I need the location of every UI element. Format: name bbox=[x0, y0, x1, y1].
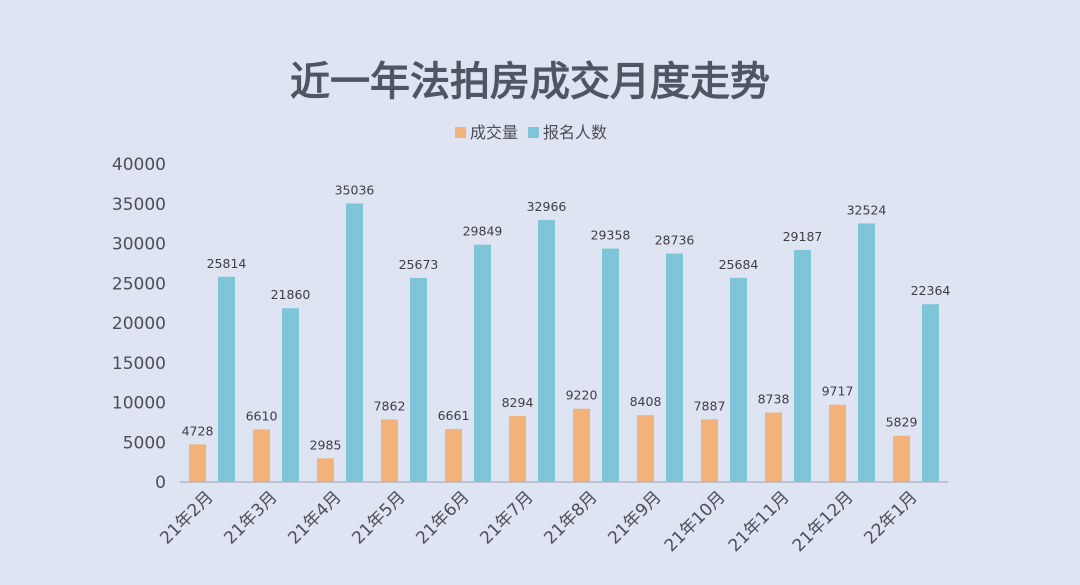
data-label: 8738 bbox=[758, 392, 790, 407]
y-tick-label: 5000 bbox=[123, 433, 166, 453]
y-tick-label: 35000 bbox=[112, 195, 166, 215]
legend-swatch-registrants bbox=[528, 127, 539, 138]
data-label: 22364 bbox=[911, 283, 951, 298]
bars: 4728 25814 6610 21860 2985 35036 7862 25673 6661… bbox=[182, 182, 951, 483]
data-label: 7862 bbox=[374, 398, 406, 413]
x-tick-label: 21年2月 bbox=[156, 487, 217, 548]
x-tick-label: 21年12月 bbox=[789, 487, 858, 556]
bar-registrants bbox=[666, 253, 683, 482]
y-tick-label: 15000 bbox=[112, 354, 166, 374]
x-tick-label: 21年7月 bbox=[476, 487, 537, 548]
bar-deal-volume bbox=[573, 408, 590, 482]
y-tick-label: 40000 bbox=[112, 155, 166, 175]
y-tick-label: 20000 bbox=[112, 314, 166, 334]
y-tick-label: 30000 bbox=[112, 235, 166, 255]
y-tick-label: 10000 bbox=[112, 394, 166, 414]
bar-registrants bbox=[794, 249, 811, 482]
bar-deal-volume bbox=[381, 419, 398, 482]
x-tick-label: 21年3月 bbox=[220, 487, 281, 548]
x-tick-label: 22年1月 bbox=[860, 487, 921, 548]
chart-title: 近一年法拍房成交月度走势 bbox=[290, 59, 770, 105]
bar-deal-volume bbox=[829, 404, 846, 482]
data-label: 4728 bbox=[182, 423, 214, 438]
bar-registrants bbox=[282, 308, 299, 482]
legend-label: 报名人数 bbox=[543, 123, 607, 142]
data-label: 29849 bbox=[463, 224, 503, 239]
x-tick-label: 21年6月 bbox=[412, 487, 473, 548]
data-label: 25814 bbox=[207, 256, 247, 271]
x-tick-label: 21年10月 bbox=[661, 487, 730, 556]
data-label: 29187 bbox=[783, 229, 823, 244]
bar-deal-volume bbox=[253, 429, 270, 482]
data-label: 9220 bbox=[566, 388, 598, 403]
bar-registrants bbox=[730, 277, 747, 482]
data-label: 21860 bbox=[271, 287, 311, 302]
data-label: 25684 bbox=[719, 257, 759, 272]
bar-deal-volume bbox=[189, 444, 206, 482]
x-tick-label: 21年4月 bbox=[284, 487, 345, 548]
bar-registrants bbox=[346, 203, 363, 482]
data-label: 2985 bbox=[310, 437, 342, 452]
x-axis: 21年2月 21年3月 21年4月 21年5月 21年6月 21年7月 21年8月 21年9月… bbox=[156, 481, 948, 556]
data-label: 7887 bbox=[694, 398, 726, 413]
data-label: 8294 bbox=[502, 395, 534, 410]
bar-registrants bbox=[922, 304, 939, 482]
x-tick-label: 21年11月 bbox=[725, 487, 794, 556]
y-axis: 0 5000 10000 15000 20000 25000 30000 35000 40000 bbox=[112, 155, 166, 493]
bar-registrants bbox=[218, 276, 235, 482]
data-label: 6661 bbox=[438, 408, 470, 423]
bar-registrants bbox=[602, 248, 619, 482]
legend-swatch-deal-volume bbox=[455, 127, 466, 138]
x-tick-label: 21年5月 bbox=[348, 487, 409, 548]
data-label: 25673 bbox=[399, 257, 439, 272]
y-tick-label: 25000 bbox=[112, 274, 166, 294]
bar-deal-volume bbox=[765, 412, 782, 482]
data-label: 28736 bbox=[655, 233, 695, 248]
data-label: 29358 bbox=[591, 228, 631, 243]
bar-registrants bbox=[474, 244, 491, 482]
data-label: 5829 bbox=[886, 415, 918, 430]
data-label: 32524 bbox=[847, 202, 887, 217]
bar-deal-volume bbox=[701, 419, 718, 482]
y-tick-label: 0 bbox=[155, 473, 166, 493]
bar-deal-volume bbox=[893, 435, 910, 482]
data-label: 6610 bbox=[246, 408, 278, 423]
x-tick-label: 21年8月 bbox=[540, 487, 601, 548]
bar-deal-volume bbox=[637, 415, 654, 482]
x-tick-label: 21年9月 bbox=[604, 487, 665, 548]
data-label: 8408 bbox=[630, 394, 662, 409]
data-label: 32966 bbox=[527, 199, 567, 214]
bar-deal-volume bbox=[445, 429, 462, 482]
data-label: 35036 bbox=[335, 182, 375, 197]
bar-registrants bbox=[858, 223, 875, 482]
data-label: 9717 bbox=[822, 384, 854, 399]
bar-deal-volume bbox=[509, 416, 526, 482]
bar-registrants bbox=[538, 219, 555, 483]
legend: 成交量 报名人数 bbox=[455, 123, 607, 142]
bar-registrants bbox=[410, 277, 427, 482]
bar-deal-volume bbox=[317, 458, 334, 482]
legend-label: 成交量 bbox=[470, 123, 518, 142]
